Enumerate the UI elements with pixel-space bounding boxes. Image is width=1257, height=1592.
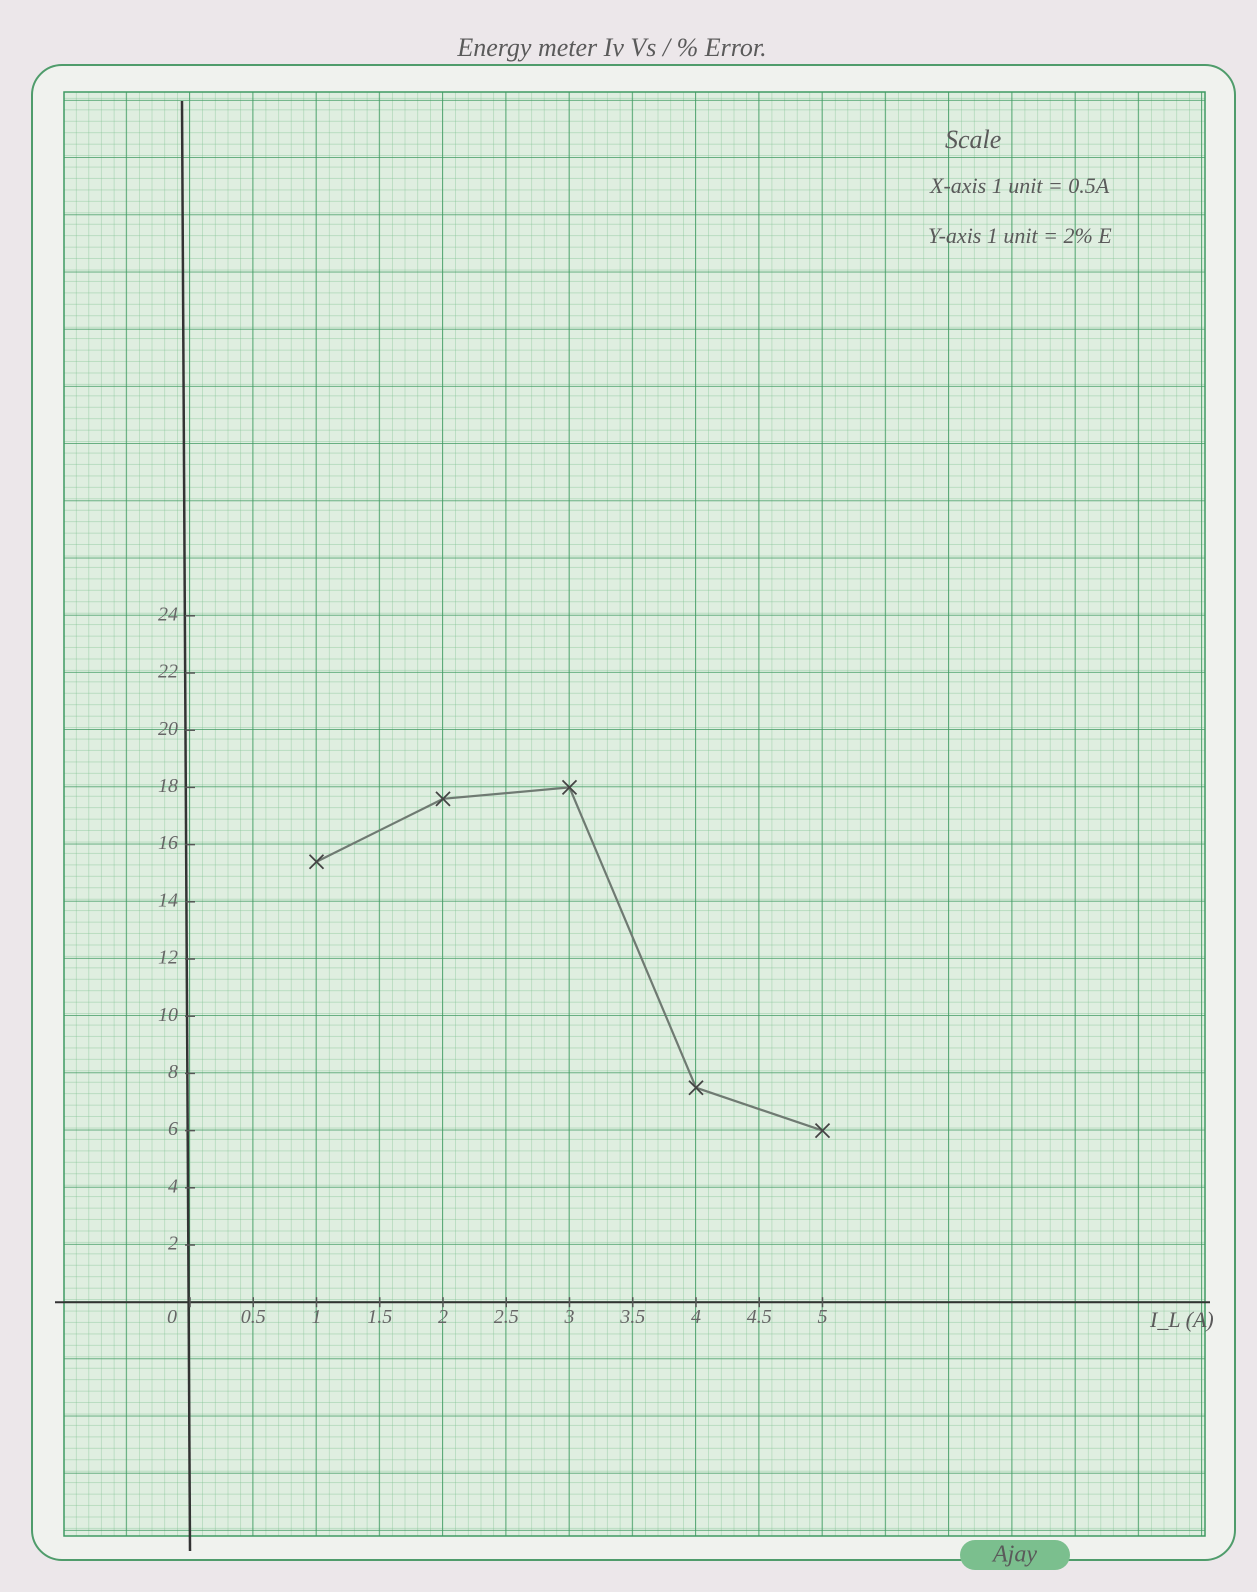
x-tick-label: 1 [312, 1306, 322, 1328]
x-tick-label: 2 [438, 1306, 448, 1328]
y-tick-label: 14 [158, 889, 178, 911]
signature: Ajay [991, 1542, 1037, 1568]
y-tick-label: 6 [168, 1118, 178, 1140]
x-tick-label: 4 [691, 1306, 701, 1328]
graph-sheet: Energy meter Iv Vs / % Error. Scale X-ax… [0, 0, 1257, 1592]
scale-note: X-axis 1 unit = 0.5A [929, 173, 1110, 198]
x-tick-label: 0.5 [241, 1306, 266, 1328]
x-tick-label: 4.5 [747, 1306, 772, 1328]
chart-title: Energy meter Iv Vs / % Error. [456, 33, 766, 62]
y-tick-label: 24 [158, 603, 178, 625]
y-tick-label: 22 [158, 661, 178, 683]
y-tick-label: 4 [168, 1175, 178, 1197]
y-tick-label: 10 [158, 1004, 178, 1026]
x-tick-label: 2.5 [494, 1306, 519, 1328]
x-tick-label: 0 [167, 1306, 177, 1328]
x-tick-label: 5 [818, 1306, 828, 1328]
x-tick-label: 1.5 [367, 1306, 392, 1328]
scale-title: Scale [945, 125, 1001, 154]
x-tick-label: 3.5 [619, 1306, 645, 1328]
y-tick-label: 18 [158, 775, 178, 797]
y-tick-label: 8 [168, 1061, 178, 1083]
y-tick-label: 12 [158, 947, 178, 969]
x-tick-label: 3 [564, 1306, 575, 1328]
x-axis-label: I_L (A) [1149, 1307, 1214, 1332]
y-tick-label: 20 [158, 718, 178, 740]
scale-note: Y-axis 1 unit = 2% E [928, 223, 1112, 248]
y-tick-label: 2 [168, 1233, 178, 1255]
y-tick-label: 16 [158, 832, 178, 854]
